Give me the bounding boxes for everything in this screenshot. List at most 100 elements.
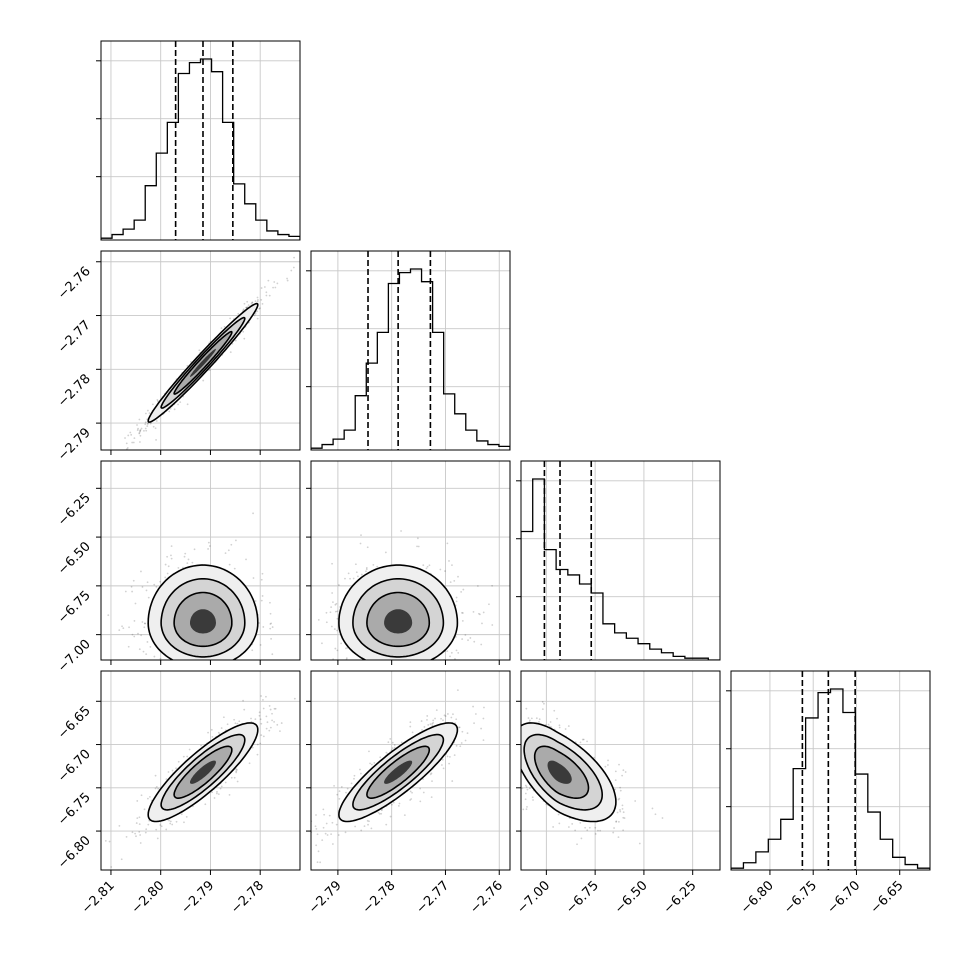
sample-point bbox=[143, 622, 146, 625]
sample-point bbox=[614, 788, 617, 791]
sample-point bbox=[276, 723, 279, 726]
sample-point bbox=[425, 567, 428, 570]
sample-point bbox=[178, 679, 180, 681]
sample-point bbox=[202, 661, 204, 663]
sample-point bbox=[409, 725, 412, 728]
sample-point bbox=[461, 620, 464, 622]
sample-point bbox=[457, 651, 460, 654]
sample-point bbox=[618, 763, 620, 766]
sample-point bbox=[419, 800, 422, 803]
sample-point bbox=[254, 300, 257, 302]
sample-point bbox=[139, 834, 142, 836]
x-tick-label: −7.00 bbox=[514, 878, 553, 917]
sample-point bbox=[414, 665, 416, 667]
sample-point bbox=[322, 826, 325, 829]
sample-point bbox=[256, 310, 259, 313]
sample-point bbox=[262, 735, 265, 738]
sample-point bbox=[619, 786, 622, 789]
sample-point bbox=[334, 647, 337, 650]
sample-point bbox=[286, 277, 288, 280]
sample-point bbox=[155, 439, 157, 441]
sample-point bbox=[461, 611, 463, 614]
sample-point bbox=[511, 711, 513, 713]
sample-point bbox=[133, 620, 136, 622]
sample-point bbox=[223, 662, 225, 664]
sample-point bbox=[547, 723, 550, 726]
sample-point bbox=[260, 287, 263, 289]
sample-point bbox=[142, 650, 145, 653]
sample-point bbox=[336, 793, 339, 796]
sample-point bbox=[133, 635, 136, 638]
contour-line bbox=[147, 302, 259, 423]
sample-point bbox=[260, 578, 263, 581]
sample-point bbox=[420, 680, 422, 682]
sample-point bbox=[607, 764, 609, 766]
sample-point bbox=[265, 715, 268, 718]
sample-point bbox=[235, 662, 237, 664]
sample-point bbox=[146, 409, 149, 412]
x-tick-label: −6.75 bbox=[563, 878, 602, 917]
sample-point bbox=[173, 661, 175, 663]
sample-point bbox=[126, 447, 129, 449]
x-tick-label: −6.80 bbox=[738, 878, 777, 917]
contour-line bbox=[173, 591, 233, 648]
sample-point bbox=[621, 774, 624, 777]
sample-point bbox=[186, 403, 189, 406]
contour-line bbox=[173, 745, 233, 799]
y-tick-label: −6.25 bbox=[55, 491, 94, 530]
sample-point bbox=[386, 661, 388, 663]
sample-point bbox=[134, 602, 137, 605]
sample-point bbox=[147, 797, 149, 800]
sample-point bbox=[233, 567, 236, 570]
panel-frame bbox=[730, 670, 931, 871]
sample-point bbox=[140, 634, 143, 637]
sample-point bbox=[131, 831, 134, 834]
sample-point bbox=[220, 727, 223, 729]
contour-line bbox=[352, 578, 445, 658]
panel-frame bbox=[100, 670, 301, 871]
sample-point bbox=[515, 727, 517, 729]
sample-point bbox=[178, 673, 180, 675]
sample-point bbox=[139, 434, 142, 437]
sample-point bbox=[242, 699, 244, 702]
sample-point bbox=[186, 755, 189, 758]
sample-point bbox=[274, 286, 277, 289]
sample-point bbox=[614, 770, 617, 773]
contour-line bbox=[147, 564, 259, 660]
sample-point bbox=[136, 817, 139, 820]
density-level bbox=[190, 760, 216, 784]
contour-line bbox=[338, 722, 459, 823]
sample-point bbox=[567, 826, 570, 828]
sample-point bbox=[148, 412, 151, 415]
sample-point bbox=[474, 713, 477, 715]
sample-point bbox=[480, 727, 483, 730]
sample-point bbox=[144, 427, 147, 430]
sample-point bbox=[332, 601, 334, 604]
sample-point bbox=[391, 803, 393, 806]
sample-point bbox=[326, 834, 329, 836]
sample-point bbox=[325, 621, 328, 624]
histogram-panel-3 bbox=[726, 670, 931, 871]
sample-point bbox=[323, 813, 326, 816]
sample-point bbox=[269, 612, 272, 615]
sample-point bbox=[395, 666, 397, 668]
sample-point bbox=[263, 286, 266, 288]
sample-point bbox=[122, 627, 125, 630]
sample-point bbox=[476, 585, 479, 587]
sample-point bbox=[177, 567, 180, 569]
sample-point bbox=[272, 286, 274, 289]
sample-point bbox=[446, 663, 448, 665]
y-tick-label: −6.75 bbox=[55, 588, 94, 627]
sample-point bbox=[383, 680, 385, 682]
sample-point bbox=[274, 707, 277, 710]
sample-point bbox=[482, 716, 484, 718]
sample-point bbox=[236, 780, 239, 783]
sample-point bbox=[192, 663, 194, 665]
sample-point bbox=[130, 433, 133, 436]
sample-point bbox=[173, 408, 176, 411]
panel-frame bbox=[100, 40, 301, 241]
sample-point bbox=[464, 634, 467, 636]
sample-point bbox=[553, 709, 556, 712]
sample-point bbox=[186, 562, 189, 564]
sample-point bbox=[270, 622, 273, 625]
